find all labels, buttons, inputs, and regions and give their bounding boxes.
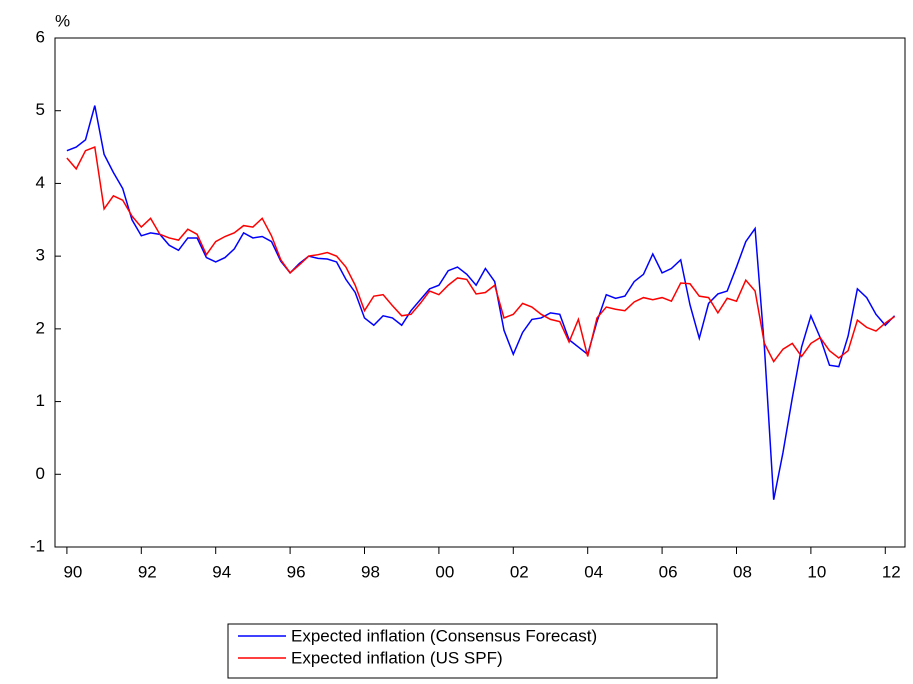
series-line (66, 146, 896, 363)
x-tick-label: 10 (807, 562, 826, 581)
y-tick-label: 4 (36, 173, 45, 192)
series-line (66, 105, 896, 500)
x-tick-label: 92 (138, 562, 157, 581)
legend-label: Expected inflation (Consensus Forecast) (291, 626, 597, 645)
x-tick-label: 96 (287, 562, 306, 581)
legend-box (227, 623, 718, 679)
legend-label: Expected inflation (US SPF) (291, 648, 503, 667)
x-tick-label: 94 (212, 562, 231, 581)
y-tick-label: 2 (36, 318, 45, 337)
x-tick-label: 90 (63, 562, 82, 581)
x-tick-label: 08 (733, 562, 752, 581)
y-tick-label: -1 (30, 536, 45, 555)
x-tick-label: 12 (882, 562, 901, 581)
x-tick-label: 00 (435, 562, 454, 581)
y-tick-label: 6 (36, 27, 45, 46)
y-tick-label: 0 (36, 464, 45, 483)
y-tick-label: 1 (36, 391, 45, 410)
x-tick-label: 02 (510, 562, 529, 581)
y-tick-label: 5 (36, 100, 45, 119)
y-tick-label: 3 (36, 246, 45, 265)
x-tick-label: 04 (584, 562, 603, 581)
x-tick-label: 06 (659, 562, 678, 581)
x-tick-label: 98 (361, 562, 380, 581)
y-axis-label: % (55, 11, 70, 30)
plot-frame (54, 37, 906, 548)
